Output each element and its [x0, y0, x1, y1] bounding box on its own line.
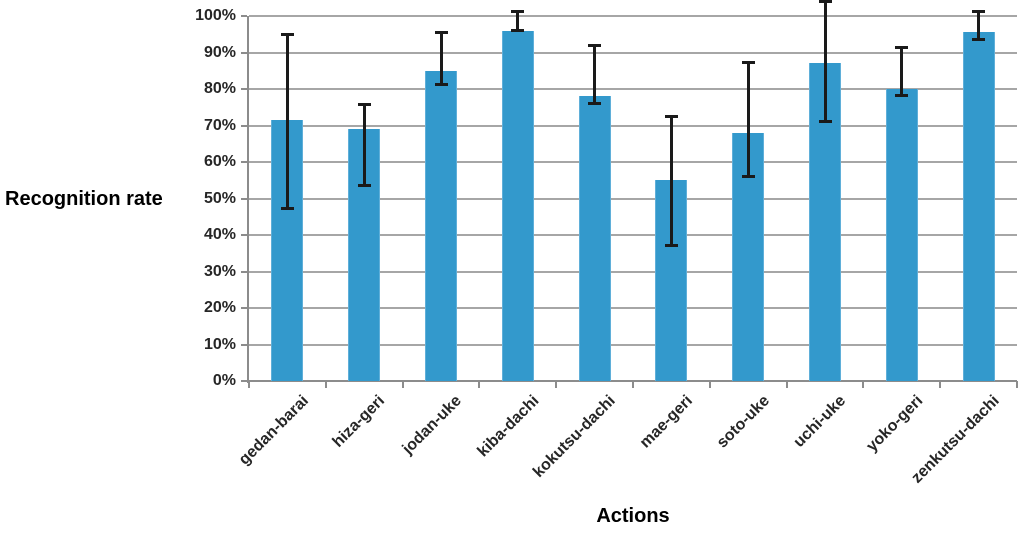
- y-tick: [241, 124, 247, 127]
- x-tick: [324, 381, 327, 388]
- error-bar-zenkutsu-dachi: [977, 10, 981, 40]
- error-cap-bottom-uchi-uke: [818, 119, 832, 123]
- y-axis-line: [247, 16, 249, 383]
- gridline: [249, 88, 1017, 90]
- y-tick-label: 0%: [212, 372, 236, 389]
- x-tick-label-mae-geri: mae-geri: [636, 392, 696, 452]
- error-cap-bottom-kiba-dachi: [511, 28, 525, 32]
- error-bar-yoko-geri: [900, 47, 904, 97]
- x-axis-title: Actions: [596, 505, 670, 527]
- y-tick-label: 40%: [203, 226, 236, 243]
- error-bar-kiba-dachi: [516, 10, 520, 31]
- y-tick-label: 80%: [203, 80, 236, 97]
- bar-jodan-uke: [425, 70, 457, 381]
- x-tick-label-jodan-uke: jodan-uke: [399, 392, 466, 458]
- error-cap-top-kokutsu-dachi: [588, 44, 602, 48]
- error-cap-bottom-gedan-barai: [280, 207, 294, 211]
- x-tick-label-hiza-geri: hiza-geri: [329, 392, 389, 451]
- error-cap-bottom-soto-uke: [741, 174, 755, 178]
- error-cap-top-soto-uke: [741, 60, 755, 64]
- gridline: [249, 307, 1017, 309]
- error-cap-bottom-kokutsu-dachi: [588, 101, 602, 105]
- x-tick-label-soto-uke: soto-uke: [713, 392, 773, 452]
- x-tick-label-kiba-dachi: kiba-dachi: [474, 392, 543, 461]
- error-cap-top-gedan-barai: [280, 33, 294, 37]
- error-bar-hiza-geri: [362, 103, 366, 186]
- error-bar-soto-uke: [746, 61, 750, 177]
- error-cap-top-yoko-geri: [895, 46, 909, 50]
- bar-zenkutsu-dachi: [962, 32, 995, 381]
- x-tick: [708, 381, 711, 388]
- x-tick: [1016, 381, 1018, 388]
- error-cap-bottom-jodan-uke: [434, 83, 448, 87]
- x-tick-label-uchi-uke: uchi-uke: [790, 392, 850, 451]
- gridline: [249, 343, 1017, 346]
- x-tick: [939, 381, 942, 388]
- gridline: [249, 234, 1017, 236]
- y-tick: [241, 161, 247, 163]
- error-cap-bottom-zenkutsu-dachi: [972, 37, 986, 41]
- error-bar-uchi-uke: [823, 1, 827, 122]
- error-cap-bottom-mae-geri: [664, 243, 678, 247]
- y-tick-label: 30%: [203, 262, 236, 280]
- y-tick: [241, 88, 247, 90]
- y-axis-title: Recognition rate: [5, 188, 163, 210]
- x-tick: [555, 381, 558, 388]
- y-tick: [241, 234, 247, 236]
- error-bar-kokutsu-dachi: [593, 45, 597, 104]
- x-tick: [785, 381, 788, 388]
- bar-uchi-uke: [809, 63, 841, 381]
- x-tick-label-yoko-geri: yoko-geri: [863, 392, 927, 456]
- y-tick-label: 60%: [203, 153, 236, 170]
- gridline: [249, 124, 1017, 127]
- gridline: [249, 161, 1017, 163]
- x-tick: [632, 381, 634, 388]
- y-tick: [241, 197, 247, 200]
- gridline: [249, 51, 1017, 54]
- error-cap-top-jodan-uke: [434, 31, 448, 35]
- bar-kiba-dachi: [501, 30, 534, 381]
- error-cap-top-zenkutsu-dachi: [972, 9, 986, 13]
- y-tick: [241, 380, 247, 382]
- x-tick: [862, 381, 865, 388]
- y-tick: [241, 51, 247, 54]
- y-tick: [241, 343, 247, 346]
- y-tick-label: 20%: [203, 299, 236, 316]
- y-tick-label: 50%: [203, 189, 236, 207]
- x-tick: [401, 381, 404, 388]
- bar-kokutsu-dachi: [578, 96, 611, 381]
- y-tick-label: 90%: [203, 43, 236, 61]
- x-tick: [248, 381, 250, 388]
- y-tick-label: 100%: [195, 7, 236, 24]
- error-cap-bottom-yoko-geri: [895, 94, 909, 98]
- y-tick-label: 70%: [203, 116, 236, 134]
- x-axis-line: [243, 380, 1017, 382]
- bar-yoko-geri: [885, 89, 918, 381]
- error-cap-top-hiza-geri: [357, 102, 371, 106]
- x-tick-label-gedan-barai: gedan-barai: [235, 392, 312, 469]
- error-cap-bottom-hiza-geri: [357, 183, 371, 187]
- y-tick-label: 10%: [203, 335, 236, 353]
- error-bar-mae-geri: [669, 116, 673, 246]
- gridline: [249, 197, 1017, 200]
- error-cap-top-uchi-uke: [818, 0, 832, 4]
- error-cap-top-kiba-dachi: [511, 9, 525, 13]
- y-tick: [241, 307, 247, 309]
- y-tick: [241, 15, 247, 17]
- gridline: [249, 15, 1017, 17]
- error-cap-top-mae-geri: [664, 115, 678, 119]
- y-tick: [241, 270, 247, 273]
- error-bar-gedan-barai: [285, 34, 289, 210]
- x-tick-label-kokutsu-dachi: kokutsu-dachi: [530, 392, 619, 482]
- error-bar-jodan-uke: [439, 32, 443, 86]
- gridline: [249, 270, 1017, 273]
- x-tick: [478, 381, 481, 388]
